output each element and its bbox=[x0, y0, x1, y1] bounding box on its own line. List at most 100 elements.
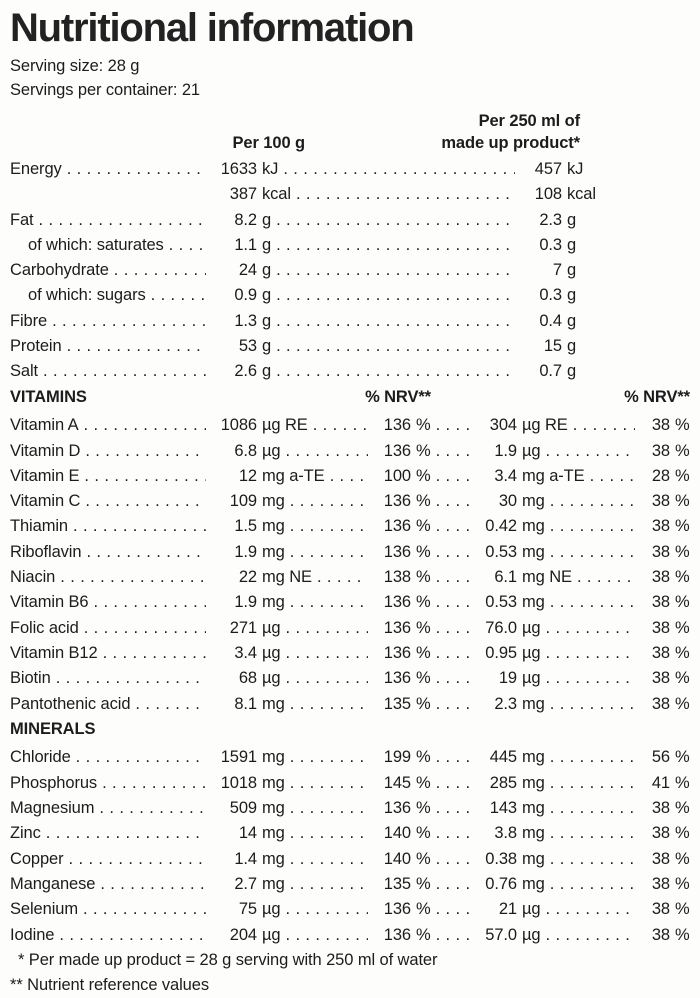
per100-unit-cell: g bbox=[257, 233, 518, 258]
per250-unit: kJ bbox=[567, 160, 584, 178]
table-row: Magnesium 509 mg 136% 143 mg 38% bbox=[10, 796, 690, 821]
table-row: Vitamin B6 1.9 mg 136% 0.53 mg 38% bbox=[10, 590, 690, 615]
nrv-per250-value: 38 bbox=[651, 900, 670, 919]
nutrient-label-cell: of which: saturates bbox=[10, 233, 209, 258]
dot-leader bbox=[67, 157, 206, 182]
dot-leader bbox=[76, 745, 206, 770]
dot-leader bbox=[290, 745, 368, 770]
per100-unit: mg bbox=[262, 492, 285, 511]
nrv-per100-percent-cell: % bbox=[411, 590, 477, 615]
nutrient-label: Copper bbox=[10, 849, 64, 868]
per100-unit: mg bbox=[262, 593, 285, 612]
nrv-per100-percent-cell: % bbox=[411, 847, 477, 872]
column-header-row-2: Per 100 g made up product* bbox=[10, 132, 690, 154]
per100-value: 0.9 bbox=[234, 286, 257, 305]
nrv-per100-value: 145 bbox=[383, 773, 411, 792]
nutrient-label-cell: Protein bbox=[10, 334, 209, 359]
nrv-per100-percent-cell: % bbox=[411, 413, 477, 438]
nutrient-label-cell: Manganese bbox=[10, 872, 209, 897]
dot-leader bbox=[545, 666, 635, 691]
nutrient-label: Vitamin A bbox=[10, 416, 79, 435]
nrv-per100-value: 135 bbox=[383, 694, 411, 713]
nrv-per250-value: 38 bbox=[651, 441, 670, 460]
dot-leader bbox=[436, 489, 474, 514]
per250-value: 21 bbox=[498, 900, 517, 919]
dot-leader bbox=[290, 872, 368, 897]
percent-sign: % bbox=[675, 643, 690, 662]
nutrient-label-cell: Pantothenic acid bbox=[10, 692, 209, 717]
nrv-per250-value: 38 bbox=[651, 593, 670, 612]
per250-value: 30 bbox=[498, 492, 517, 511]
nutrient-label: Pantothenic acid bbox=[10, 694, 131, 713]
nutrient-label: Fat bbox=[10, 210, 34, 229]
mineral-rows: Chloride 1591 mg 199% 445 mg 56% Phosphorus 1018… bbox=[10, 745, 690, 947]
percent-sign: % bbox=[675, 849, 690, 868]
dot-leader bbox=[290, 692, 368, 717]
per250-unit: µg bbox=[522, 669, 541, 688]
nrv-per100-value: 136 bbox=[383, 925, 411, 944]
nutrient-label: Riboflavin bbox=[10, 542, 82, 561]
per250-unit-cell: mg bbox=[517, 590, 638, 615]
per100-unit-cell: mg bbox=[257, 872, 371, 897]
per100-unit-cell: µg RE bbox=[257, 413, 371, 438]
per250-unit-cell: g bbox=[562, 359, 608, 384]
per250-unit-cell: mg bbox=[517, 489, 638, 514]
nrv-per100-percent-cell: % bbox=[411, 897, 477, 922]
per250-unit: mg bbox=[522, 542, 545, 561]
percent-sign: % bbox=[416, 773, 431, 792]
minerals-section-header: MINERALS bbox=[10, 717, 690, 743]
nrv-per100-value: 100 bbox=[383, 466, 411, 485]
per250-unit: mg a-TE bbox=[522, 466, 585, 485]
table-row: Vitamin D 6.8 µg 136% 1.9 µg 38% bbox=[10, 439, 690, 464]
per250-unit-cell: µg bbox=[517, 616, 638, 641]
per250-value: 1.9 bbox=[494, 441, 517, 460]
per100-value: 204 bbox=[229, 925, 257, 944]
nutrient-label: Niacin bbox=[10, 568, 56, 587]
dot-leader bbox=[436, 692, 474, 717]
nrv-per100-value: 136 bbox=[383, 416, 411, 435]
nrv-per100-percent-cell: % bbox=[411, 489, 477, 514]
table-row: Fat 8.2 g 2.3 g bbox=[10, 208, 690, 233]
nutrient-label-cell: Vitamin A bbox=[10, 413, 209, 438]
per250-value: 3.8 bbox=[494, 824, 517, 843]
per100-unit-cell: g bbox=[257, 258, 518, 283]
nutrient-label-cell: Vitamin C bbox=[10, 489, 209, 514]
per100-unit: µg RE bbox=[262, 416, 308, 435]
dot-leader bbox=[550, 745, 635, 770]
per100-unit: µg bbox=[262, 900, 281, 919]
nutrient-label: Iodine bbox=[10, 925, 55, 944]
nutrient-label-cell: Magnesium bbox=[10, 796, 209, 821]
dot-leader bbox=[84, 413, 207, 438]
dot-leader bbox=[84, 616, 206, 641]
table-row: Pantothenic acid 8.1 mg 135% 2.3 mg 38% bbox=[10, 692, 690, 717]
per100-unit: g bbox=[262, 235, 272, 254]
dot-leader bbox=[290, 847, 368, 872]
per100-value: 509 bbox=[229, 799, 257, 818]
dot-leader bbox=[100, 872, 206, 897]
table-row: Selenium 75 µg 136% 21 µg 38% bbox=[10, 897, 690, 922]
percent-sign: % bbox=[675, 694, 690, 713]
per100-unit-cell: kJ bbox=[257, 157, 518, 182]
per100-unit-cell: mg bbox=[257, 745, 371, 770]
table-row: Folic acid 271 µg 136% 76.0 µg 38% bbox=[10, 616, 690, 641]
per250-value: 0.3 bbox=[539, 235, 562, 254]
percent-sign: % bbox=[675, 568, 690, 587]
table-row: Chloride 1591 mg 199% 445 mg 56% bbox=[10, 745, 690, 770]
nutrient-label-cell: Chloride bbox=[10, 745, 209, 770]
nrv-per100-value: 136 bbox=[383, 441, 411, 460]
per250-value: 0.42 bbox=[485, 517, 517, 536]
percent-sign: % bbox=[416, 593, 431, 612]
dot-leader bbox=[276, 258, 515, 283]
dot-leader bbox=[285, 897, 368, 922]
per250-unit: g bbox=[567, 311, 577, 330]
nrv-per250-value: 38 bbox=[651, 542, 670, 561]
per250-value: 0.53 bbox=[485, 593, 517, 612]
per100-unit: mg NE bbox=[262, 568, 312, 587]
per100-value: 2.7 bbox=[234, 874, 257, 893]
dot-leader bbox=[436, 897, 474, 922]
dot-leader bbox=[545, 439, 635, 464]
percent-sign: % bbox=[416, 799, 431, 818]
per250-unit-cell: mg a-TE bbox=[517, 464, 638, 489]
per250-value: 0.7 bbox=[539, 362, 562, 381]
